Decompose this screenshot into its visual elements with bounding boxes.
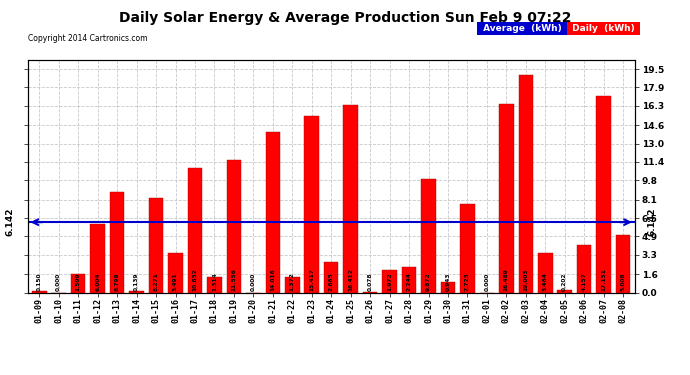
Text: 17.151: 17.151 <box>601 268 606 291</box>
Bar <box>577 245 591 292</box>
Bar <box>324 262 339 292</box>
Text: 2.244: 2.244 <box>406 272 411 291</box>
Bar <box>460 204 475 292</box>
Text: Daily Solar Energy & Average Production Sun Feb 9 07:22: Daily Solar Energy & Average Production … <box>119 11 571 25</box>
Text: 0.000: 0.000 <box>484 273 489 291</box>
Text: 7.723: 7.723 <box>465 272 470 291</box>
Text: 14.016: 14.016 <box>270 268 275 291</box>
Bar <box>149 198 164 292</box>
Text: 3.491: 3.491 <box>173 272 178 291</box>
Text: 8.799: 8.799 <box>115 272 119 291</box>
Text: 1.599: 1.599 <box>76 272 81 291</box>
Bar <box>441 282 455 292</box>
Bar <box>226 160 242 292</box>
Text: 0.078: 0.078 <box>368 272 373 291</box>
Bar <box>382 270 397 292</box>
Text: 6.004: 6.004 <box>95 272 100 291</box>
Bar <box>32 291 46 292</box>
Bar <box>518 75 533 292</box>
Text: 8.271: 8.271 <box>154 272 159 291</box>
Bar <box>402 267 416 292</box>
Bar <box>266 132 280 292</box>
Bar <box>615 235 631 292</box>
Bar <box>110 192 124 292</box>
Text: 6.142: 6.142 <box>648 208 657 236</box>
Bar <box>304 116 319 292</box>
Text: 19.003: 19.003 <box>523 268 529 291</box>
Bar <box>285 277 299 292</box>
Text: 0.202: 0.202 <box>562 272 567 291</box>
Text: 16.412: 16.412 <box>348 268 353 291</box>
Bar <box>129 291 144 292</box>
Text: 0.000: 0.000 <box>57 273 61 291</box>
Bar <box>558 290 572 292</box>
Text: 2.665: 2.665 <box>328 272 334 291</box>
Text: 16.489: 16.489 <box>504 268 509 291</box>
Text: Average  (kWh): Average (kWh) <box>480 24 564 33</box>
Text: 10.832: 10.832 <box>193 268 197 291</box>
Text: 4.157: 4.157 <box>582 272 586 291</box>
Text: 6.142: 6.142 <box>6 208 14 236</box>
Text: 11.556: 11.556 <box>231 268 237 291</box>
Bar <box>90 224 105 292</box>
Bar <box>421 179 436 292</box>
Bar <box>499 104 513 292</box>
Text: 0.150: 0.150 <box>37 272 42 291</box>
Bar <box>344 105 358 292</box>
Text: 0.139: 0.139 <box>134 272 139 291</box>
Text: 15.417: 15.417 <box>309 268 314 291</box>
Text: 1.972: 1.972 <box>387 272 392 291</box>
Text: 3.464: 3.464 <box>543 272 548 291</box>
Bar <box>71 274 86 292</box>
Text: 1.314: 1.314 <box>212 272 217 291</box>
Text: Daily  (kWh): Daily (kWh) <box>569 24 638 33</box>
Text: 1.372: 1.372 <box>290 272 295 291</box>
Bar <box>538 253 553 292</box>
Text: 9.872: 9.872 <box>426 272 431 291</box>
Bar <box>168 252 183 292</box>
Text: 0.000: 0.000 <box>251 273 256 291</box>
Text: 5.008: 5.008 <box>620 272 626 291</box>
Bar <box>596 96 611 292</box>
Text: Copyright 2014 Cartronics.com: Copyright 2014 Cartronics.com <box>28 34 147 43</box>
Bar <box>207 278 221 292</box>
Bar <box>188 168 202 292</box>
Text: 0.943: 0.943 <box>446 272 451 291</box>
